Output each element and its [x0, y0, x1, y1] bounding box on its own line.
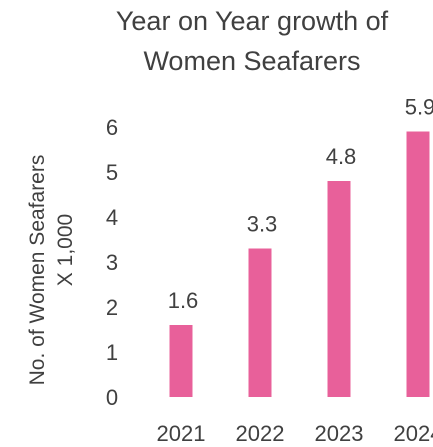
chart-title-line2: Women Seafarers [143, 46, 360, 76]
x-axis-ticks: 2021 2022 2023 2024 [157, 421, 433, 446]
data-label: 1.6 [168, 288, 199, 313]
y-tick-label: 5 [106, 160, 118, 185]
bar-2023 [327, 181, 351, 397]
data-labels: 1.6 3.3 4.8 5.9 [168, 95, 433, 314]
data-label: 4.8 [326, 144, 357, 169]
x-tick-label: 2023 [315, 421, 364, 446]
bar-2021 [169, 325, 193, 397]
bars [169, 131, 430, 397]
y-axis-ticks: 0 1 2 3 4 5 6 [106, 115, 118, 410]
y-tick-label: 1 [106, 340, 118, 365]
bar-2024 [406, 131, 430, 397]
x-tick-label: 2022 [236, 421, 285, 446]
y-tick-label: 6 [106, 115, 118, 140]
y-axis-label-line1: No. of Women Seafarers [26, 155, 49, 386]
data-label: 3.3 [247, 212, 278, 237]
y-tick-label: 3 [106, 250, 118, 275]
chart-title-line1: Year on Year growth of [116, 6, 389, 36]
x-tick-label: 2024 [394, 421, 433, 446]
y-axis-label-line2: X 1,000 [54, 214, 77, 286]
y-tick-label: 4 [106, 205, 118, 230]
y-tick-label: 2 [106, 295, 118, 320]
x-tick-label: 2021 [157, 421, 206, 446]
bar-2022 [248, 248, 272, 397]
y-tick-label: 0 [106, 385, 118, 410]
data-label: 5.9 [405, 95, 433, 120]
